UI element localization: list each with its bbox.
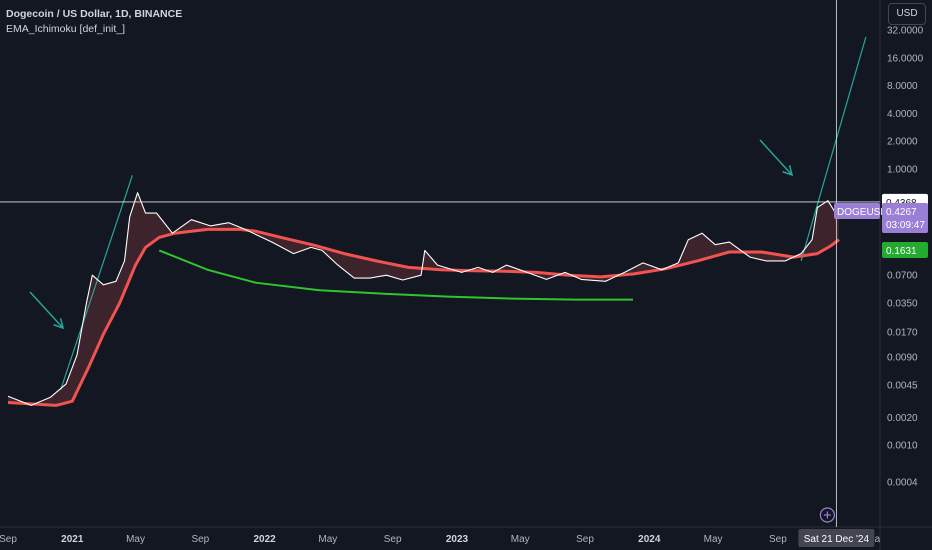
y-tick-label: 0.0004 xyxy=(887,477,918,488)
crosshair-date-label: Sat 21 Dec '24 xyxy=(804,534,870,545)
last-price-label: 0.4267 xyxy=(886,207,917,218)
y-tick-label: 2.0000 xyxy=(887,137,918,148)
chart-symbol-title: Dogecoin / US Dollar, 1D, BINANCE xyxy=(6,8,183,20)
x-tick-label: Sep xyxy=(576,534,594,545)
y-tick-label: 4.0000 xyxy=(887,109,918,120)
y-tick-label: 0.0170 xyxy=(887,327,918,338)
x-tick-label: Sep xyxy=(769,534,787,545)
y-tick-label: 0.0010 xyxy=(887,441,918,452)
annotation-arrow-1-head xyxy=(53,318,65,330)
trend-line-2[interactable] xyxy=(800,36,867,262)
x-tick-label: May xyxy=(126,534,145,545)
y-tick-label: 16.0000 xyxy=(887,53,924,64)
y-tick-label: 1.0000 xyxy=(887,164,918,175)
y-tick-label: 32.0000 xyxy=(887,26,924,37)
annotation-arrow-1[interactable] xyxy=(29,291,64,329)
symbol-tag-label: DOGEUSD xyxy=(837,207,888,218)
indicator-title: EMA_Ichimoku [def_init_] xyxy=(6,23,126,35)
annotation-arrow-2[interactable] xyxy=(759,139,793,176)
last-price-tag xyxy=(882,203,928,233)
crosshair-date-tag xyxy=(798,529,875,547)
trend-line-1[interactable] xyxy=(60,175,133,390)
x-tick-label: 2021 xyxy=(61,534,84,545)
y-tick-label: 0.0020 xyxy=(887,413,918,424)
x-tick-label: 2024 xyxy=(638,534,661,545)
x-tick-label: 2023 xyxy=(446,534,469,545)
ichimoku-cloud xyxy=(8,192,839,406)
y-tick-label: 0.0090 xyxy=(887,353,918,364)
x-tick-label: Sep xyxy=(191,534,209,545)
chart-title-block: Dogecoin / US Dollar, 1D, BINANCE EMA_Ic… xyxy=(6,7,182,37)
x-tick-label: May xyxy=(318,534,337,545)
ema-value-tag xyxy=(882,242,928,258)
countdown-label: 03:09:47 xyxy=(886,220,925,231)
y-tick-label: 0.0045 xyxy=(887,380,918,391)
x-tick-label: May xyxy=(511,534,530,545)
support-curve[interactable] xyxy=(158,249,633,301)
annotation-arrow-2-head xyxy=(782,165,794,177)
currency-button[interactable]: USD xyxy=(888,3,926,25)
x-tick-label: 2022 xyxy=(254,534,277,545)
y-tick-label: 8.0000 xyxy=(887,81,918,92)
y-tick-label: 0.0350 xyxy=(887,298,918,309)
ema-line[interactable] xyxy=(7,227,840,407)
y-tick-label: 0.0700 xyxy=(887,271,918,282)
x-tick-label: May xyxy=(704,534,723,545)
x-tick-label: Sep xyxy=(384,534,402,545)
symbol-tag xyxy=(834,203,880,219)
ema-value-label: 0.1631 xyxy=(886,246,917,257)
x-tick-label: Sep xyxy=(0,534,17,545)
price-line[interactable] xyxy=(7,192,840,406)
